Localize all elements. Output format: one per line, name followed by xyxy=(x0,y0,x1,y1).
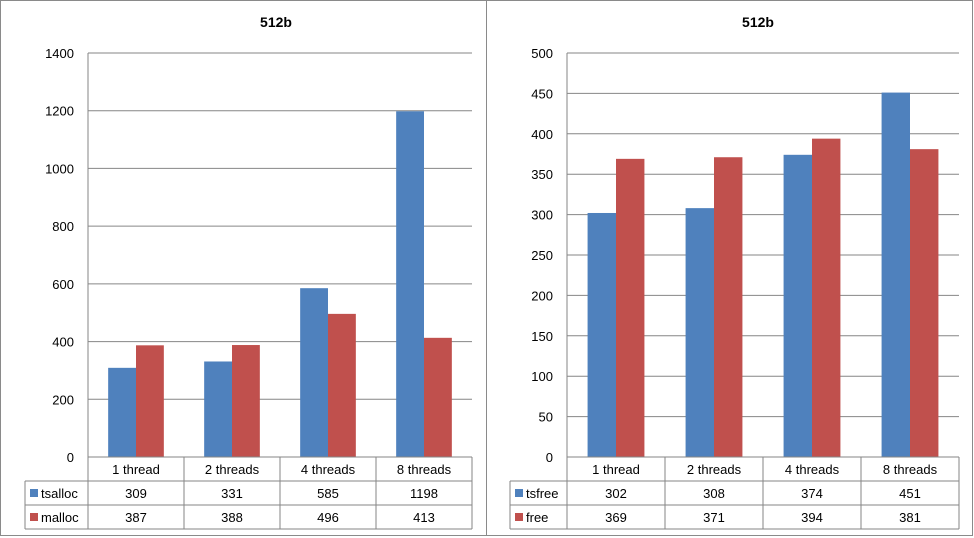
data-label: 374 xyxy=(801,486,823,501)
x-tick-label: 2 threads xyxy=(687,462,742,477)
bar-free-3 xyxy=(910,149,939,458)
bar-tsfree-2 xyxy=(783,154,812,458)
x-tick-label: 1 thread xyxy=(112,462,160,477)
legend-label: tsfree xyxy=(526,486,559,501)
data-label: 387 xyxy=(125,510,147,525)
y-tick-label: 0 xyxy=(67,450,74,465)
y-tick-label: 200 xyxy=(531,288,553,303)
x-tick-label: 4 threads xyxy=(785,462,840,477)
bar-free-0 xyxy=(616,158,645,457)
data-label: 388 xyxy=(221,510,243,525)
data-label: 371 xyxy=(703,510,725,525)
chart-title: 512b xyxy=(260,14,292,30)
legend-label: tsalloc xyxy=(41,486,78,501)
data-label: 309 xyxy=(125,486,147,501)
bar-tsalloc-3 xyxy=(396,111,424,457)
legend-key-tsalloc xyxy=(30,489,38,497)
y-tick-label: 1000 xyxy=(45,161,74,176)
data-label: 413 xyxy=(413,510,435,525)
y-tick-label: 1400 xyxy=(45,46,74,61)
data-label: 1198 xyxy=(410,486,438,501)
data-label: 496 xyxy=(317,510,339,525)
legend-label: free xyxy=(526,510,548,525)
x-tick-label: 1 thread xyxy=(592,462,640,477)
y-tick-label: 0 xyxy=(546,450,553,465)
chart-title: 512b xyxy=(742,14,774,30)
y-tick-label: 250 xyxy=(531,248,553,263)
bar-malloc-1 xyxy=(232,345,260,457)
x-tick-label: 2 threads xyxy=(205,462,260,477)
y-tick-label: 50 xyxy=(539,410,553,425)
y-tick-label: 100 xyxy=(531,369,553,384)
bar-tsalloc-1 xyxy=(204,361,232,457)
data-label: 451 xyxy=(899,486,921,501)
legend-key-tsfree xyxy=(515,489,523,497)
bar-tsalloc-0 xyxy=(108,367,136,457)
bar-tsfree-0 xyxy=(587,212,616,457)
bar-malloc-0 xyxy=(136,345,164,457)
bar-tsfree-3 xyxy=(881,92,910,457)
data-label: 369 xyxy=(605,510,627,525)
bar-free-2 xyxy=(812,138,841,457)
x-tick-label: 4 threads xyxy=(301,462,356,477)
y-tick-label: 800 xyxy=(52,219,74,234)
data-label: 394 xyxy=(801,510,823,525)
legend-key-malloc xyxy=(30,513,38,521)
legend-key-free xyxy=(515,513,523,521)
y-tick-label: 1200 xyxy=(45,104,74,119)
y-tick-label: 500 xyxy=(531,46,553,61)
bar-malloc-2 xyxy=(328,313,356,457)
bar-chart-right: 512b 0 50 100 150 200 250 300 350 400 450 500 1 thre… xyxy=(509,14,960,530)
bar-free-1 xyxy=(714,157,743,457)
data-label: 381 xyxy=(899,510,921,525)
data-label: 302 xyxy=(605,486,627,501)
bar-tsfree-1 xyxy=(685,208,714,457)
chart-panel-left: 512b 0 200 400 600 800 1000 1200 1400 1 thread 2 t… xyxy=(0,0,487,536)
bar-tsalloc-2 xyxy=(300,288,328,457)
bar-malloc-3 xyxy=(424,337,452,457)
bar-chart-left: 512b 0 200 400 600 800 1000 1200 1400 1 thread 2 t… xyxy=(24,14,473,530)
y-tick-label: 600 xyxy=(52,277,74,292)
chart-panel-right: 512b 0 50 100 150 200 250 300 350 400 450 500 1 thre… xyxy=(486,0,973,536)
y-tick-label: 400 xyxy=(52,335,74,350)
y-tick-label: 400 xyxy=(531,127,553,142)
y-tick-label: 300 xyxy=(531,208,553,223)
x-tick-label: 8 threads xyxy=(883,462,938,477)
y-tick-label: 450 xyxy=(531,86,553,101)
legend-label: malloc xyxy=(41,510,79,525)
data-label: 308 xyxy=(703,486,725,501)
y-tick-label: 150 xyxy=(531,329,553,344)
data-label: 585 xyxy=(317,486,339,501)
x-tick-label: 8 threads xyxy=(397,462,452,477)
y-tick-label: 200 xyxy=(52,392,74,407)
data-label: 331 xyxy=(221,486,243,501)
y-tick-label: 350 xyxy=(531,167,553,182)
